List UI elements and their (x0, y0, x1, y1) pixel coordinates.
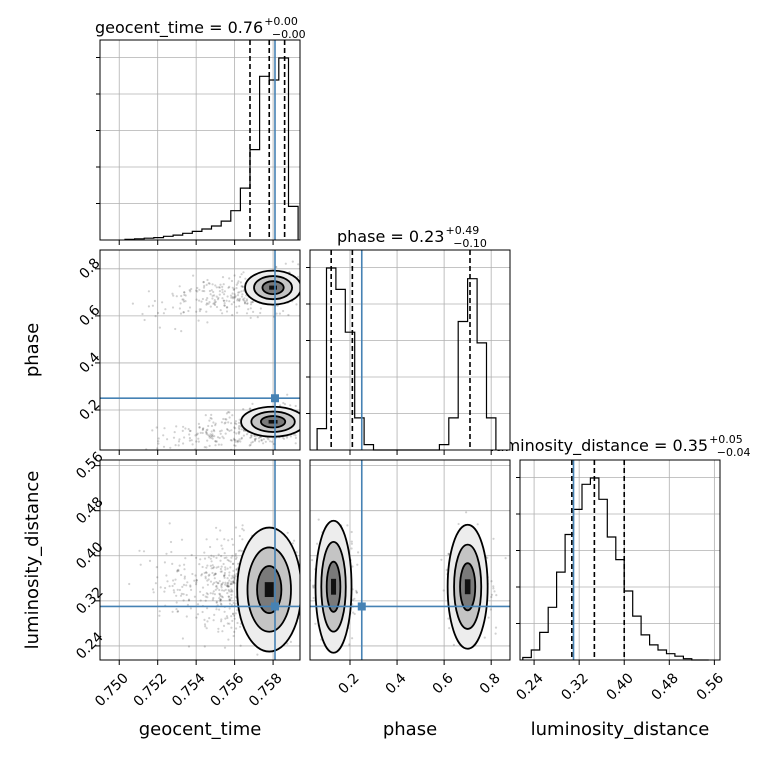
xtick-label-geocent_time: 0.750 (92, 670, 132, 710)
ytick-label-phase: 0.8 (76, 255, 103, 282)
contour-0-0 (314, 519, 353, 654)
xtick-label-phase: 0.2 (336, 670, 363, 697)
density-peak (331, 578, 337, 595)
panel-background (100, 40, 300, 240)
xtick-label-phase: 0.6 (430, 670, 457, 697)
ylabel-phase: phase (22, 323, 43, 377)
panel-background (310, 250, 510, 450)
contour-0-2 (261, 280, 285, 296)
xtick-label-luminosity_distance: 0.32 (558, 670, 591, 703)
xlabel-geocent-time: geocent_time (139, 719, 262, 740)
contour-1-0 (446, 523, 489, 650)
contour-0-2 (325, 560, 342, 613)
xlabel-phase: phase (383, 719, 437, 740)
xtick-label-geocent_time: 0.758 (246, 670, 286, 710)
density-peak (268, 419, 278, 424)
xtick-label-luminosity_distance: 0.40 (603, 670, 636, 703)
density-peak (264, 582, 274, 598)
histogram-geocent_time (124, 57, 299, 240)
contour-1-2 (459, 562, 477, 612)
contour-0-0 (244, 269, 300, 306)
panel-frame (99, 459, 301, 661)
panel-frame (99, 39, 301, 241)
xtick-label-geocent_time: 0.752 (131, 670, 171, 710)
histogram-luminosity_distance (522, 477, 709, 661)
panel-frame (309, 459, 511, 661)
truth-marker (271, 602, 279, 611)
xtick-label-phase: 0.8 (477, 670, 504, 697)
xtick-label-geocent_time: 0.756 (208, 670, 248, 710)
panel-frame (99, 249, 301, 451)
title-phase: phase = 0.23+0.49 −0.10 (337, 224, 487, 250)
xtick-label-luminosity_distance: 0.56 (694, 670, 727, 703)
contour-0-1 (320, 540, 347, 633)
contour-1-2 (260, 415, 287, 429)
ytick-label-phase: 0.2 (76, 396, 103, 423)
panel-frame (309, 249, 511, 451)
truth-marker (357, 602, 366, 611)
contour-1-1 (250, 410, 296, 433)
contour-0-1 (253, 275, 294, 301)
density-peak (269, 285, 277, 290)
contour-0-2 (256, 565, 283, 615)
title-luminosity-distance: luminosity_distance = 0.35+0.05 −0.04 (490, 433, 751, 459)
xtick-label-luminosity_distance: 0.24 (513, 670, 546, 703)
ylabel-luminosity-distance: luminosity_distance (22, 471, 43, 650)
panel-frame (519, 459, 721, 661)
truth-marker (271, 394, 279, 403)
contour-0-1 (246, 546, 292, 633)
xtick-label-phase: 0.4 (383, 670, 410, 697)
xtick-label-luminosity_distance: 0.48 (649, 670, 682, 703)
density-peak (464, 579, 471, 595)
title-geocent-time: geocent_time = 0.76+0.00 −0.00 (95, 15, 306, 41)
xtick-label-geocent_time: 0.754 (169, 670, 209, 710)
contour-1-0 (240, 405, 300, 438)
contour-1-1 (453, 543, 483, 630)
contour-0-0 (236, 526, 300, 653)
xlabel-luminosity-distance: luminosity_distance (531, 719, 710, 740)
